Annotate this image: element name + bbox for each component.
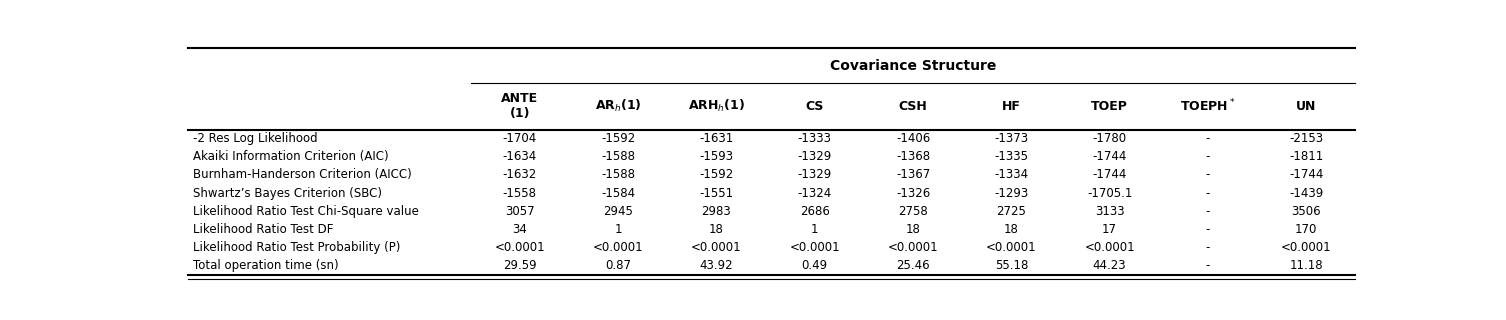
Text: -1634: -1634 [503,150,538,163]
Text: -: - [1206,187,1211,200]
Text: <0.0001: <0.0001 [789,241,840,254]
Text: -1705.1: -1705.1 [1087,187,1133,200]
Text: AR$_h$(1): AR$_h$(1) [595,98,642,114]
Text: Total operation time (sn): Total operation time (sn) [193,259,339,272]
Text: -1780: -1780 [1092,132,1126,145]
Text: -1592: -1592 [601,132,636,145]
Text: Akaiki Information Criterion (AIC): Akaiki Information Criterion (AIC) [193,150,389,163]
Text: -1744: -1744 [1289,169,1324,181]
Text: -1329: -1329 [798,169,831,181]
Text: 29.59: 29.59 [503,259,536,272]
Text: -1406: -1406 [896,132,931,145]
Text: Burnham-Handerson Criterion (AICC): Burnham-Handerson Criterion (AICC) [193,169,411,181]
Text: -1704: -1704 [503,132,538,145]
Text: 18: 18 [709,223,724,236]
Text: 17: 17 [1102,223,1117,236]
Text: -: - [1206,132,1211,145]
Text: 18: 18 [1005,223,1018,236]
Text: 2686: 2686 [800,205,830,218]
Text: -2153: -2153 [1289,132,1324,145]
Text: CS: CS [806,100,824,113]
Text: 44.23: 44.23 [1093,259,1126,272]
Text: -1811: -1811 [1289,150,1324,163]
Text: 34: 34 [512,223,527,236]
Text: -2 Res Log Likelihood: -2 Res Log Likelihood [193,132,318,145]
Text: TOEPH$^*$: TOEPH$^*$ [1181,98,1235,115]
Text: -1744: -1744 [1092,150,1126,163]
Text: TOEP: TOEP [1092,100,1128,113]
Text: -1588: -1588 [601,169,636,181]
Text: -: - [1206,259,1211,272]
Text: -1293: -1293 [994,187,1029,200]
Text: <0.0001: <0.0001 [1084,241,1136,254]
Text: -1329: -1329 [798,150,831,163]
Text: -1584: -1584 [601,187,636,200]
Text: <0.0001: <0.0001 [494,241,545,254]
Text: -1593: -1593 [699,150,733,163]
Text: CSH: CSH [899,100,928,113]
Text: -1632: -1632 [503,169,538,181]
Text: 18: 18 [905,223,920,236]
Text: ARH$_h$(1): ARH$_h$(1) [688,98,745,114]
Text: <0.0001: <0.0001 [1282,241,1331,254]
Text: <0.0001: <0.0001 [593,241,643,254]
Text: Likelihood Ratio Test DF: Likelihood Ratio Test DF [193,223,333,236]
Text: -1558: -1558 [503,187,536,200]
Text: Likelihood Ratio Test Probability (P): Likelihood Ratio Test Probability (P) [193,241,401,254]
Text: Likelihood Ratio Test Chi-Square value: Likelihood Ratio Test Chi-Square value [193,205,419,218]
Text: 2983: 2983 [702,205,732,218]
Text: 0.87: 0.87 [605,259,631,272]
Text: 3133: 3133 [1095,205,1125,218]
Text: -: - [1206,150,1211,163]
Text: 170: 170 [1295,223,1318,236]
Text: UN: UN [1297,100,1316,113]
Text: 55.18: 55.18 [994,259,1029,272]
Text: 3057: 3057 [505,205,535,218]
Text: -1326: -1326 [896,187,931,200]
Text: 0.49: 0.49 [801,259,828,272]
Text: -1551: -1551 [699,187,733,200]
Text: Shwartz’s Bayes Criterion (SBC): Shwartz’s Bayes Criterion (SBC) [193,187,383,200]
Text: 11.18: 11.18 [1289,259,1324,272]
Text: <0.0001: <0.0001 [691,241,742,254]
Text: -: - [1206,169,1211,181]
Text: -1368: -1368 [896,150,931,163]
Text: 3506: 3506 [1292,205,1321,218]
Text: -1592: -1592 [699,169,733,181]
Text: -1373: -1373 [994,132,1029,145]
Text: -1333: -1333 [798,132,831,145]
Text: -1367: -1367 [896,169,931,181]
Text: -1324: -1324 [798,187,831,200]
Text: -: - [1206,241,1211,254]
Text: -1588: -1588 [601,150,636,163]
Text: -1334: -1334 [994,169,1029,181]
Text: -: - [1206,223,1211,236]
Text: <0.0001: <0.0001 [986,241,1036,254]
Text: -: - [1206,205,1211,218]
Text: 2725: 2725 [997,205,1026,218]
Text: 1: 1 [614,223,622,236]
Text: ANTE
(1): ANTE (1) [501,92,539,120]
Text: 2758: 2758 [898,205,928,218]
Text: HF: HF [1001,100,1021,113]
Text: Covariance Structure: Covariance Structure [830,59,997,73]
Text: 1: 1 [812,223,818,236]
Text: -1631: -1631 [699,132,733,145]
Text: -1335: -1335 [994,150,1029,163]
Text: 2945: 2945 [604,205,633,218]
Text: -1439: -1439 [1289,187,1324,200]
Text: 25.46: 25.46 [896,259,929,272]
Text: <0.0001: <0.0001 [887,241,938,254]
Text: 43.92: 43.92 [700,259,733,272]
Text: -1744: -1744 [1092,169,1126,181]
